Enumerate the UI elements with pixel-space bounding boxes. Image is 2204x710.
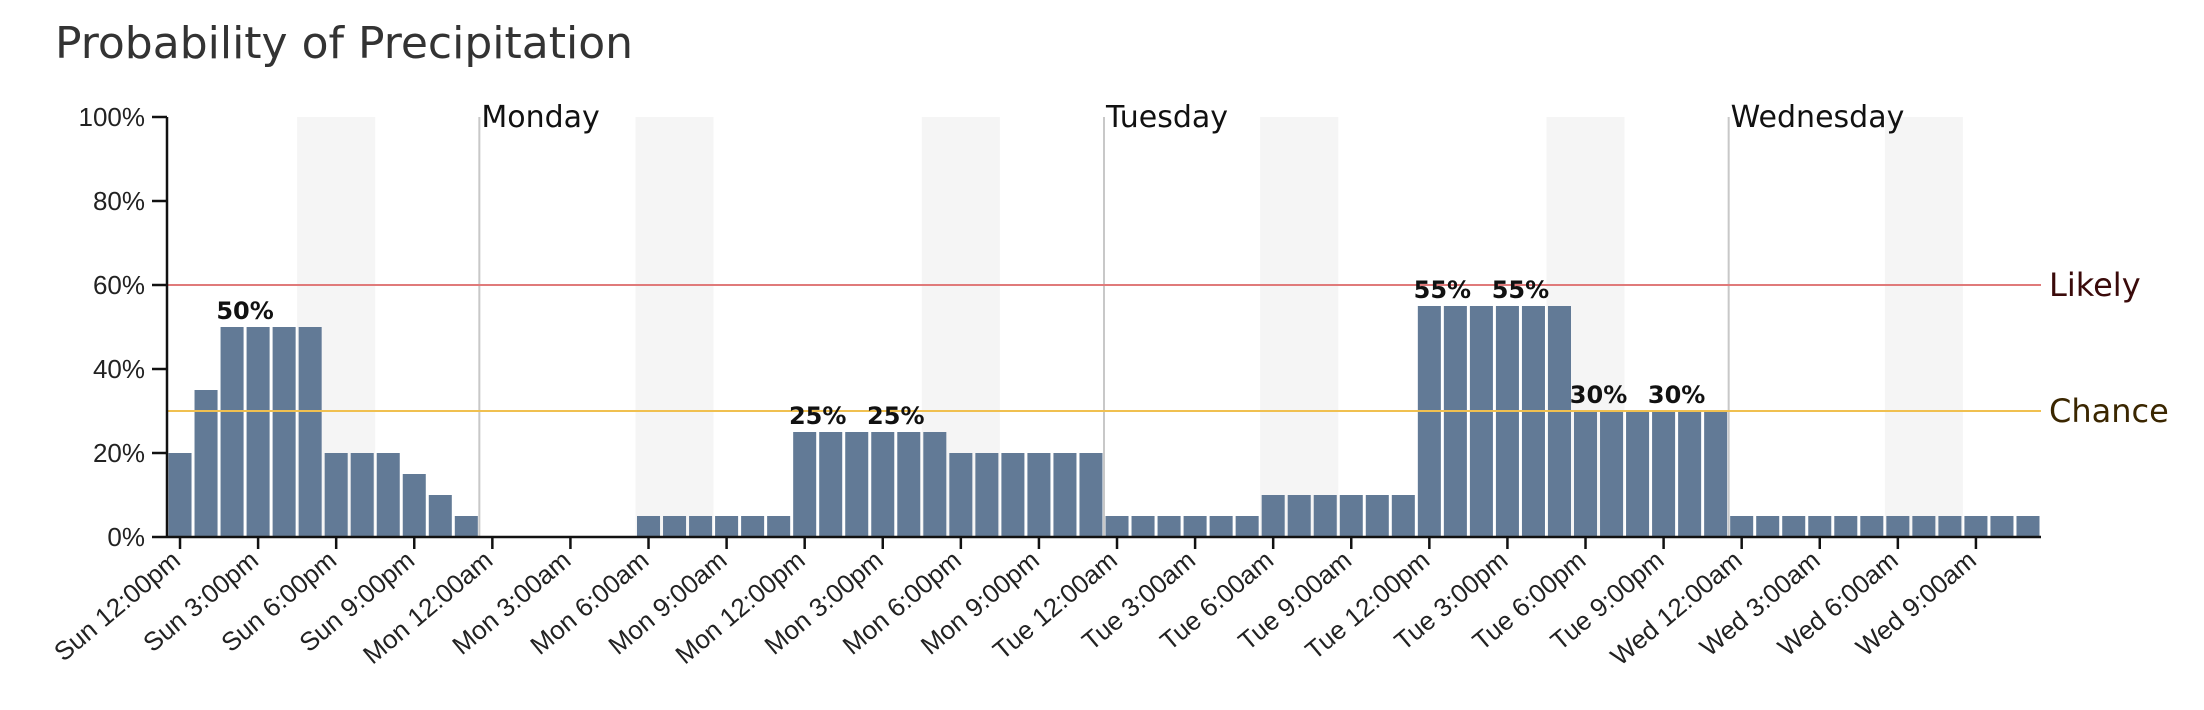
bar (1574, 411, 1598, 537)
bar (1938, 516, 1962, 537)
bar (1834, 516, 1858, 537)
bar (246, 327, 270, 537)
night-bands (297, 117, 1963, 537)
bar (949, 453, 973, 537)
bar (923, 432, 947, 537)
bar (871, 432, 895, 537)
bar (1756, 516, 1780, 537)
bar (428, 495, 452, 537)
bars (168, 306, 2040, 537)
y-tick-label: 40% (93, 354, 145, 384)
bar (376, 453, 400, 537)
bar (1261, 495, 1285, 537)
bar (194, 390, 218, 537)
bar (1782, 516, 1806, 537)
day-label: Wednesday (1731, 100, 1905, 135)
bar (1704, 411, 1728, 537)
bar (975, 453, 999, 537)
bar (715, 516, 739, 537)
threshold-label: Chance (2049, 392, 2169, 430)
bar (220, 327, 244, 537)
data-label: 50% (216, 297, 273, 325)
bar (1287, 495, 1311, 537)
bar (1886, 516, 1910, 537)
bar (1990, 516, 2014, 537)
y-tick-label: 60% (93, 270, 145, 300)
chart-title: Probability of Precipitation (55, 18, 633, 69)
bar (324, 453, 348, 537)
bar (741, 516, 765, 537)
bar (2016, 516, 2040, 537)
bar (689, 516, 713, 537)
y-tick-label: 0% (107, 522, 145, 552)
y-tick-label: 80% (93, 186, 145, 216)
bar (1157, 516, 1181, 537)
bar (1313, 495, 1337, 537)
bar (1417, 306, 1441, 537)
bar (793, 432, 817, 537)
day-label: Monday (481, 100, 599, 135)
data-label: 55% (1414, 276, 1471, 304)
bar (298, 327, 322, 537)
bar (1079, 453, 1103, 537)
bar (663, 516, 687, 537)
value-labels: 50% 25% 25% 55% 55% 30% 30% (216, 276, 1705, 430)
data-label: 25% (867, 402, 924, 430)
bar (1860, 516, 1884, 537)
bar (819, 432, 843, 537)
bar (1652, 411, 1676, 537)
bar (1600, 411, 1624, 537)
bar (1964, 516, 1988, 537)
bar (1339, 495, 1363, 537)
data-label: 25% (789, 402, 846, 430)
night-band (635, 117, 714, 537)
bar (350, 453, 374, 537)
bar (1521, 306, 1545, 537)
bar (402, 474, 426, 537)
bar (454, 516, 478, 537)
bar (1131, 516, 1155, 537)
bar (897, 432, 921, 537)
bar (845, 432, 869, 537)
bar (1235, 516, 1259, 537)
bar (1027, 453, 1051, 537)
bar (1183, 516, 1207, 537)
day-separators: Monday Tuesday Wednesday (478, 100, 1905, 537)
bar (272, 327, 296, 537)
bar (1912, 516, 1936, 537)
threshold-lines: Likely Chance (167, 266, 2169, 430)
bar (1730, 516, 1754, 537)
bar (1001, 453, 1025, 537)
data-label: 30% (1570, 381, 1627, 409)
threshold-label: Likely (2049, 266, 2141, 304)
bar (637, 516, 661, 537)
bar (1678, 411, 1702, 537)
bar (1365, 495, 1389, 537)
bar (1626, 411, 1650, 537)
night-band (1260, 117, 1339, 537)
bar (1443, 306, 1467, 537)
data-label: 55% (1492, 276, 1549, 304)
bar (1469, 306, 1493, 537)
y-tick-label: 100% (79, 102, 146, 132)
y-tick-label: 20% (93, 438, 145, 468)
bar (1808, 516, 1832, 537)
bar (767, 516, 791, 537)
bar (168, 453, 192, 537)
bar (1105, 516, 1129, 537)
bar (1209, 516, 1233, 537)
night-band (1884, 117, 1963, 537)
bar (1391, 495, 1415, 537)
bar (1547, 306, 1571, 537)
day-label: Tuesday (1105, 100, 1228, 135)
bar (1053, 453, 1077, 537)
data-label: 30% (1648, 381, 1705, 409)
bar (1495, 306, 1519, 537)
